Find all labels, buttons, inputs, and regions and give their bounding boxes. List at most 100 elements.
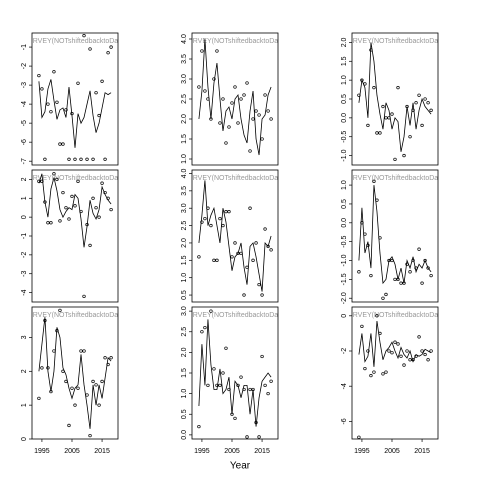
point	[61, 190, 65, 195]
point	[200, 330, 204, 334]
y-tick-label: -1.0	[341, 254, 348, 266]
point	[242, 93, 246, 97]
point	[200, 49, 204, 53]
point	[85, 157, 89, 161]
point	[67, 423, 71, 428]
point	[366, 349, 370, 353]
point	[399, 354, 403, 358]
point	[67, 217, 71, 221]
point	[405, 349, 409, 353]
y-tick-label: 2.5	[181, 327, 188, 337]
point	[384, 116, 388, 120]
y-tick-label: 1.0	[181, 154, 188, 164]
point	[423, 352, 427, 357]
point	[251, 258, 255, 262]
y-tick-label: 0	[21, 437, 28, 441]
x-tick-label: 2005	[64, 448, 80, 455]
point	[230, 255, 234, 259]
y-tick-label: 1.5	[181, 368, 188, 378]
x-tick-label: 2015	[94, 448, 110, 455]
point	[73, 157, 77, 161]
y-tick-label: -2	[21, 63, 28, 69]
point	[257, 113, 261, 117]
point	[408, 270, 412, 274]
point	[369, 373, 373, 378]
point	[393, 157, 397, 161]
y-tick-label: 1.5	[181, 255, 188, 265]
point	[58, 308, 62, 313]
y-tick-label: 3.5	[181, 54, 188, 64]
point	[212, 367, 216, 371]
panel: SURVEY(NOTshiftedbacktoDate)	[343, 38, 446, 161]
point	[233, 85, 237, 89]
point	[375, 314, 379, 318]
point	[109, 207, 113, 212]
point	[396, 86, 400, 90]
point	[97, 113, 101, 118]
point	[218, 383, 222, 388]
point	[245, 435, 249, 439]
point	[224, 346, 228, 350]
y-tick-label: 0	[341, 314, 348, 318]
point	[420, 123, 424, 128]
fit-line	[38, 173, 112, 248]
y-tick-label: -4	[341, 383, 348, 389]
point	[97, 403, 101, 407]
point	[269, 248, 273, 252]
point	[254, 241, 258, 245]
y-tick-label: -6	[341, 418, 348, 424]
point	[248, 149, 252, 153]
panel-title: SURVEY(NOTshiftedbacktoDate)	[23, 38, 126, 45]
point	[203, 89, 207, 93]
point	[100, 379, 104, 384]
y-tick-label: -7	[21, 158, 28, 164]
point	[224, 141, 228, 145]
y-tick-label: 2.5	[181, 94, 188, 104]
y-tick-label: -1	[21, 233, 28, 239]
y-tick-label: 0.5	[181, 290, 188, 300]
y-tick-label: 3	[21, 335, 28, 339]
point	[88, 243, 92, 248]
point	[227, 125, 231, 129]
point	[248, 387, 252, 392]
panel-title: SURVEY(NOTshiftedbacktoDate)	[343, 175, 446, 182]
y-tick-label: -2.0	[341, 292, 348, 304]
panel: SURVEY(NOTshiftedbacktoDate)	[192, 309, 278, 439]
point	[106, 51, 110, 55]
point	[215, 383, 219, 388]
point	[40, 179, 44, 183]
point	[37, 396, 41, 401]
y-tick-label: 1.0	[181, 273, 188, 283]
point	[257, 282, 261, 287]
point	[82, 349, 86, 353]
x-tick-label: 2005	[224, 448, 240, 455]
point	[375, 131, 379, 135]
point	[91, 157, 95, 161]
y-tick-label: 1	[21, 196, 28, 200]
point	[260, 293, 264, 297]
y-tick-label: 1.5	[341, 56, 348, 66]
point	[390, 112, 394, 116]
point	[52, 70, 56, 74]
point	[402, 363, 406, 367]
point	[103, 157, 107, 161]
y-tick-label: 3.0	[181, 74, 188, 84]
point	[372, 86, 376, 90]
y-tick-label: -3	[21, 82, 28, 88]
y-tick-label: 0.5	[181, 409, 188, 419]
y-tick-label: 0.5	[341, 94, 348, 104]
point	[251, 117, 255, 121]
point	[417, 93, 421, 97]
point	[221, 97, 225, 101]
point	[52, 349, 56, 353]
panel-title: SURVEY(NOTshiftedbacktoDate)	[183, 38, 286, 45]
x-tick-label: 2015	[254, 448, 270, 455]
point	[212, 77, 216, 81]
point	[94, 383, 98, 387]
point	[239, 375, 243, 379]
panel-title: SURVEY(NOTshiftedbacktoDate)	[343, 38, 446, 45]
point	[221, 371, 225, 375]
point	[269, 379, 273, 383]
point	[260, 354, 264, 359]
point	[49, 221, 53, 225]
